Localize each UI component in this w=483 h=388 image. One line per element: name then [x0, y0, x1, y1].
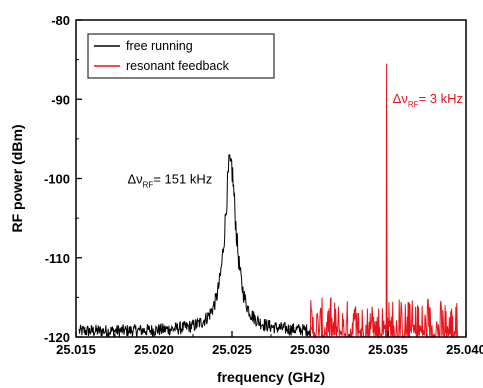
- x-tick-label: 25.040: [446, 342, 483, 357]
- y-tick-label: -80: [51, 13, 70, 28]
- y-tick-label: -120: [44, 330, 70, 345]
- x-tick-label: 25.030: [290, 342, 330, 357]
- series-line-free-running: [78, 154, 312, 338]
- legend: free running resonant feedback: [87, 33, 275, 79]
- axis-ticks: 25.015 25.020 25.025 25.030 25.035 25.040 -80 -…: [44, 13, 483, 357]
- x-tick-label: 25.025: [212, 342, 252, 357]
- y-axis-title: RF power (dBm): [9, 124, 25, 232]
- plot-lines: [78, 63, 459, 339]
- y-tick-label: -110: [45, 251, 70, 266]
- series-line-resonant-feedback: [308, 63, 459, 339]
- linewidth-annotation-resonant-feedback: ΔνRF= 3 kHz: [393, 91, 463, 109]
- legend-label-free-running: free running: [126, 39, 193, 53]
- legend-label-resonant-feedback: resonant feedback: [126, 59, 230, 73]
- x-tick-label: 25.020: [134, 342, 174, 357]
- x-tick-label: 25.035: [368, 342, 408, 357]
- x-axis-title: frequency (GHz): [217, 369, 325, 385]
- legend-box: [87, 33, 275, 79]
- x-tick-label: 25.015: [56, 342, 96, 357]
- y-tick-label: -90: [51, 92, 70, 107]
- linewidth-annotation-free-running: ΔνRF= 151 kHz: [127, 171, 212, 189]
- y-tick-label: -100: [44, 172, 70, 187]
